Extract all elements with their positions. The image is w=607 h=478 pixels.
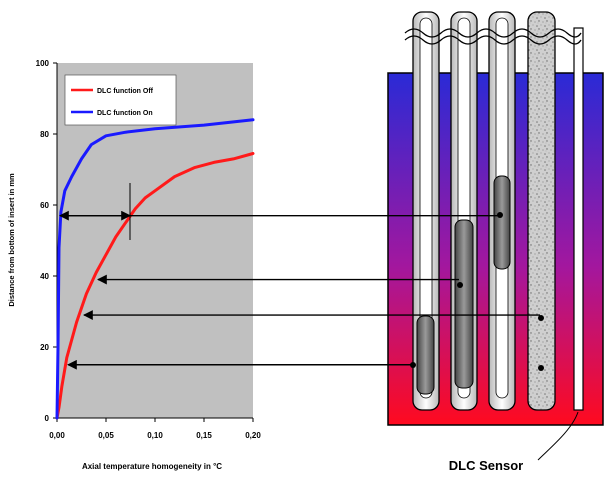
- y-axis-label: Distance from bottom of insert in mm: [7, 173, 16, 307]
- chart: 0 20 40 60 80 100 0,00 0,05 0,10 0,15 0,20 DLC fu…: [7, 59, 261, 471]
- series-line-dlc-off: [55, 152, 255, 420]
- probe-2: [454, 219, 474, 389]
- heating-block: [387, 11, 604, 426]
- probe-1-point: [410, 362, 416, 368]
- insert-tube-4: [527, 11, 556, 411]
- y-tick-label: 40: [40, 272, 49, 281]
- probe-4-point-a: [538, 315, 544, 321]
- x-axis-ticks: 0,00 0,05 0,10 0,15 0,20: [49, 418, 261, 440]
- x-tick-label: 0,00: [49, 431, 65, 440]
- break-mark-top: [404, 28, 582, 38]
- sensor-leader-line: [537, 411, 579, 461]
- break-mark-bottom: [404, 35, 582, 45]
- insert-tube-1: [410, 11, 440, 411]
- legend: DLC function Off DLC function On: [64, 74, 177, 126]
- annotation-arrows: [59, 210, 540, 370]
- y-tick-label: 0: [45, 414, 50, 423]
- y-axis-ticks: 0 20 40 60 80 100: [36, 59, 57, 423]
- probe-3: [493, 175, 511, 270]
- dlc-sensor-rod: [573, 27, 584, 411]
- x-tick-label: 0,05: [98, 431, 114, 440]
- y-tick-label: 60: [40, 201, 49, 210]
- probe-4-point-b: [538, 365, 544, 371]
- x-axis-label: Axial temperature homogeneity in °C: [82, 462, 222, 471]
- x-tick-label: 0,10: [147, 431, 163, 440]
- x-tick-label: 0,15: [196, 431, 212, 440]
- x-tick-label: 0,20: [245, 431, 261, 440]
- legend-box: [64, 74, 177, 126]
- y-tick-label: 20: [40, 343, 49, 352]
- y-tick-label: 100: [36, 59, 50, 68]
- probe-1: [416, 315, 435, 395]
- sensor-label: DLC Sensor: [449, 458, 523, 473]
- series-line-dlc-on: [55, 118, 255, 420]
- insert-tube-2: [450, 11, 478, 411]
- legend-label-dlc-off: DLC function Off: [97, 88, 154, 95]
- legend-label-dlc-on: DLC function On: [97, 110, 153, 117]
- insert-tube-3: [488, 11, 516, 411]
- probe-2-point: [457, 282, 463, 288]
- y-tick-label: 80: [40, 130, 49, 139]
- probe-3-point: [497, 212, 503, 218]
